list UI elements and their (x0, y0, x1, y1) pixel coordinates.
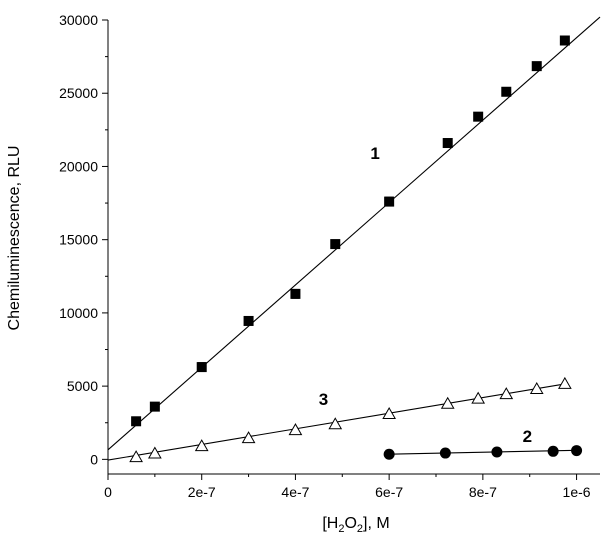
series-1-point (443, 138, 453, 148)
x-tick-label: 8e-7 (469, 484, 497, 500)
x-tick-label: 4e-7 (281, 484, 309, 500)
series-3-point (559, 378, 571, 389)
series-1-point (244, 316, 254, 326)
series-labels: 1 2 3 (319, 144, 532, 446)
series-1-point (560, 36, 570, 46)
y-axis-title: Chemiluminescence, RLU (6, 146, 23, 331)
axes: 0 2e-7 4e-7 6e-7 8e-7 1e-6 0 5000 10000 15000 2000… (59, 12, 600, 500)
series-2-label: 2 (523, 427, 532, 446)
series-2-point (491, 447, 502, 458)
series-1-point (290, 289, 300, 299)
x-tick-label: 1e-6 (563, 484, 591, 500)
series-1-point (473, 112, 483, 122)
y-tick-label: 0 (90, 451, 98, 467)
series-1-fit-line (108, 17, 600, 450)
series-1-point (150, 402, 160, 412)
x-tick-label: 2e-7 (188, 484, 216, 500)
x-tick-label: 6e-7 (375, 484, 403, 500)
y-tick-label: 25000 (59, 85, 98, 101)
y-tick-label: 30000 (59, 12, 98, 28)
y-tick-label: 20000 (59, 158, 98, 174)
series-1-label: 1 (370, 144, 379, 163)
series-1-point (197, 362, 207, 372)
series-3-point (383, 408, 395, 419)
series-2-point (440, 448, 451, 459)
series-2-point (571, 445, 582, 456)
series-1-point (501, 87, 511, 97)
x-tick-label: 0 (104, 484, 112, 500)
series-3-label: 3 (319, 390, 328, 409)
y-tick-label: 5000 (67, 378, 98, 394)
series-1-point (330, 239, 340, 249)
fit-lines (108, 17, 600, 460)
series-1-point (131, 416, 141, 426)
y-tick-label: 15000 (59, 232, 98, 248)
y-tick-label: 10000 (59, 305, 98, 321)
series-2-point (384, 449, 395, 460)
data-markers (130, 36, 582, 462)
series-1-point (532, 61, 542, 71)
x-axis-title: [H2O2], M (322, 515, 389, 535)
series-2-point (548, 446, 559, 457)
series-1-point (384, 197, 394, 207)
